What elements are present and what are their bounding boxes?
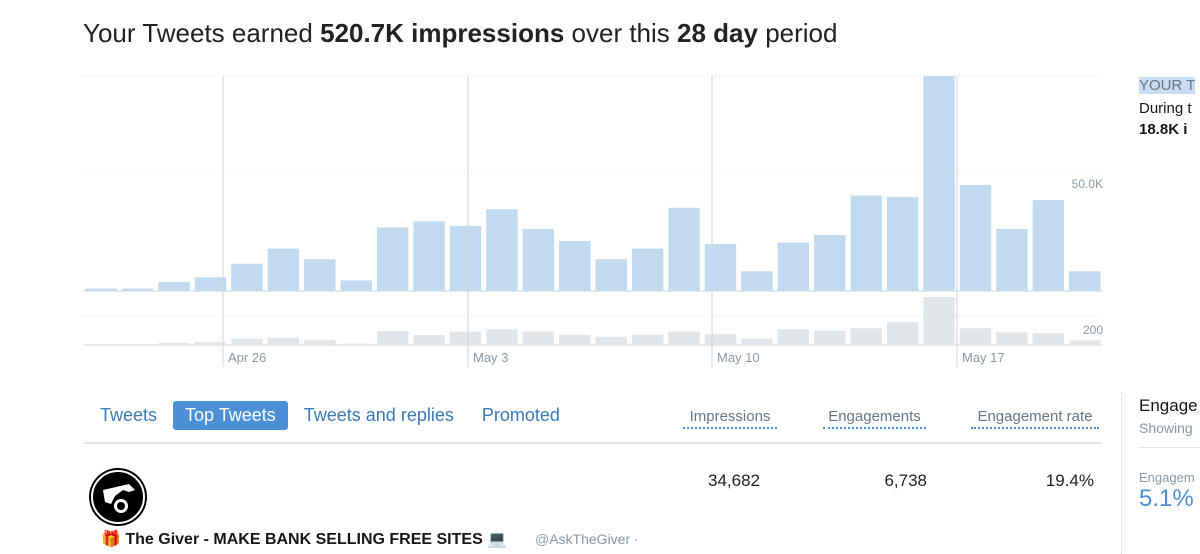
tweet-author-handle[interactable]: @AskTheGiver · — [535, 531, 639, 547]
tab-tweets[interactable]: Tweets — [100, 404, 158, 425]
impressions-bar — [850, 195, 882, 291]
column-header-engagements[interactable]: Engagements — [828, 408, 921, 425]
impressions-bar — [959, 185, 992, 291]
engagements-bar — [704, 333, 737, 345]
x-axis-label: May 3 — [473, 350, 508, 365]
engagements-bar — [522, 331, 555, 345]
impressions-bar — [741, 271, 773, 291]
impressions-bar — [668, 207, 700, 291]
column-header-impressions[interactable]: Impressions — [689, 408, 771, 425]
impressions-bar — [340, 280, 372, 291]
tweet-tabs: Tweets Top Tweets Tweets and replies Pro… — [84, 399, 576, 431]
impressions-bar — [996, 228, 1028, 291]
x-axis-label: May 10 — [717, 350, 760, 365]
y-axis-label: 50.0K — [1072, 177, 1103, 191]
engagements-bar — [996, 332, 1028, 345]
impressions-bar — [559, 241, 591, 291]
engagements-bar — [559, 334, 591, 345]
engagements-bar — [267, 337, 300, 345]
engagements-bar — [741, 338, 773, 345]
table-header-divider — [84, 442, 1102, 444]
y-axis-label: 200 — [1083, 323, 1103, 337]
impressions-bar — [923, 76, 955, 291]
engagements-bar — [486, 329, 518, 345]
engagements-bar — [777, 329, 810, 345]
impressions-bar — [267, 248, 300, 291]
engagements-bar — [595, 336, 627, 345]
impressions-bar — [777, 242, 810, 291]
top-tweet-engagements: 6,738 — [884, 471, 927, 490]
engagements-bar — [1032, 333, 1065, 345]
impressions-bar — [886, 197, 919, 291]
engagements-bar — [449, 331, 482, 345]
engagements-bar — [85, 343, 117, 345]
right-panel-showing: Showing — [1139, 420, 1193, 436]
column-underline — [823, 427, 926, 429]
impressions-total: 520.7K impressions — [320, 18, 565, 48]
engagements-bar — [814, 330, 846, 345]
panel-divider — [1121, 392, 1122, 554]
impressions-bar — [304, 259, 336, 291]
top-tweet-engagement-rate: 19.4% — [1045, 471, 1094, 490]
column-header-engagement-rate[interactable]: Engagement rate — [977, 408, 1093, 425]
engagements-bar — [631, 334, 664, 345]
impressions-bar — [522, 228, 555, 291]
x-axis-label: May 17 — [962, 350, 1005, 365]
impressions-bar — [413, 221, 445, 291]
impressions-bar — [631, 248, 664, 291]
tab-promoted[interactable]: Promoted — [481, 404, 560, 425]
impressions-bar — [231, 263, 263, 291]
side-panel-subtitle: During t — [1139, 100, 1192, 117]
side-panel-title: YOUR T — [1139, 77, 1196, 94]
engagements-bar — [121, 343, 154, 345]
profile-logo-icon — [91, 470, 145, 524]
impressions-bar — [814, 234, 846, 291]
x-axis-label: Apr 26 — [228, 350, 266, 365]
top-tweet-impressions: 34,682 — [708, 471, 760, 490]
period-length: 28 day — [677, 18, 758, 48]
column-underline — [971, 427, 1099, 429]
impressions-chart[interactable]: Apr 26 May 3 May 10 May 17 50.0K 200 — [0, 0, 1200, 380]
impressions-bar — [376, 227, 409, 291]
engagements-bar — [194, 342, 227, 345]
impressions-bar — [1032, 200, 1065, 291]
engagements-bar — [886, 322, 919, 345]
impressions-bar — [486, 209, 518, 291]
engagements-bar — [1069, 340, 1101, 345]
right-panel-engagement-label: Engagem — [1139, 470, 1195, 485]
avatar[interactable] — [89, 468, 147, 526]
side-panel-value: 18.8K i — [1139, 121, 1188, 138]
engagements-bar — [231, 338, 263, 345]
right-panel-engagements-title: Engage — [1139, 396, 1198, 415]
engagements-bar — [668, 331, 700, 345]
engagements-bar — [413, 335, 445, 345]
impressions-bar — [1069, 271, 1101, 291]
impressions-bar — [121, 288, 154, 291]
engagements-bar — [959, 328, 992, 345]
right-panel-divider — [1139, 447, 1200, 448]
impressions-bar — [194, 277, 227, 291]
impressions-bar — [595, 259, 627, 291]
impressions-bar — [158, 281, 190, 291]
page-headline: Your Tweets earned 520.7K impressions ov… — [83, 18, 838, 48]
column-underline — [683, 427, 777, 429]
engagements-bar — [376, 331, 409, 345]
impressions-bar — [449, 225, 482, 291]
impressions-bar — [704, 244, 737, 291]
engagements-bar — [850, 328, 882, 345]
tweet-author-name[interactable]: 🎁 The Giver - MAKE BANK SELLING FREE SIT… — [101, 531, 508, 548]
engagements-bar — [158, 342, 190, 345]
engagements-bar — [923, 297, 955, 345]
engagements-bar — [340, 343, 372, 345]
engagements-bar — [304, 340, 336, 345]
tab-tweets-and-replies[interactable]: Tweets and replies — [303, 404, 454, 425]
right-panel-engagement-rate: 5.1% — [1139, 485, 1194, 512]
tab-top-tweets[interactable]: Top Tweets — [173, 400, 288, 430]
impressions-bar — [85, 288, 117, 291]
